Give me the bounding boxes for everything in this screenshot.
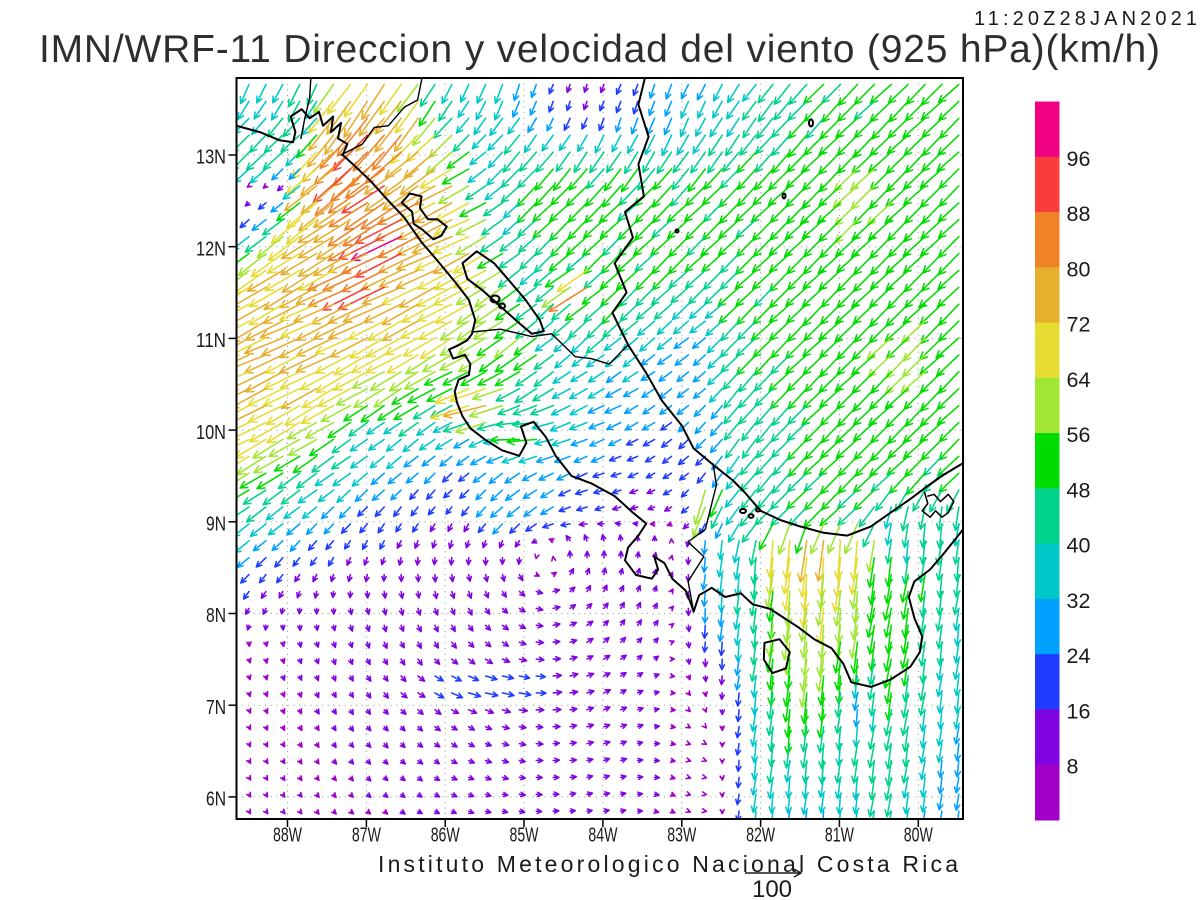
svg-text:9N: 9N xyxy=(206,514,226,536)
svg-text:8: 8 xyxy=(1067,755,1079,779)
svg-text:88: 88 xyxy=(1067,202,1091,226)
svg-text:85W: 85W xyxy=(510,825,539,847)
svg-text:7N: 7N xyxy=(206,697,226,719)
svg-text:11N: 11N xyxy=(196,330,226,352)
svg-text:13N: 13N xyxy=(196,147,226,169)
svg-text:87W: 87W xyxy=(352,825,381,847)
svg-text:84W: 84W xyxy=(588,825,617,847)
svg-text:24: 24 xyxy=(1067,644,1091,668)
svg-text:12N: 12N xyxy=(196,238,226,260)
svg-text:82W: 82W xyxy=(746,825,775,847)
svg-text:11:20Z28JAN2021: 11:20Z28JAN2021 xyxy=(974,8,1197,30)
svg-text:Instituto Meteorologico Nacion: Instituto Meteorologico Nacional Costa R… xyxy=(378,851,958,877)
svg-text:40: 40 xyxy=(1067,534,1091,558)
svg-text:80W: 80W xyxy=(904,825,933,847)
svg-text:96: 96 xyxy=(1067,147,1091,171)
svg-text:86W: 86W xyxy=(431,825,460,847)
svg-text:83W: 83W xyxy=(667,825,696,847)
svg-text:6N: 6N xyxy=(206,789,226,811)
svg-text:88W: 88W xyxy=(273,825,302,847)
svg-text:16: 16 xyxy=(1067,700,1091,724)
svg-text:64: 64 xyxy=(1067,368,1091,392)
svg-text:8N: 8N xyxy=(206,605,226,627)
svg-text:72: 72 xyxy=(1067,313,1091,337)
svg-text:80: 80 xyxy=(1067,257,1091,281)
svg-text:56: 56 xyxy=(1067,423,1091,447)
svg-text:32: 32 xyxy=(1067,589,1091,613)
svg-text:48: 48 xyxy=(1067,478,1091,502)
svg-text:81W: 81W xyxy=(825,825,854,847)
svg-text:100: 100 xyxy=(752,876,792,900)
svg-text:IMN/WRF-11 Direccion y velocid: IMN/WRF-11 Direccion y velocidad del vie… xyxy=(39,28,1160,71)
svg-text:10N: 10N xyxy=(196,422,226,444)
